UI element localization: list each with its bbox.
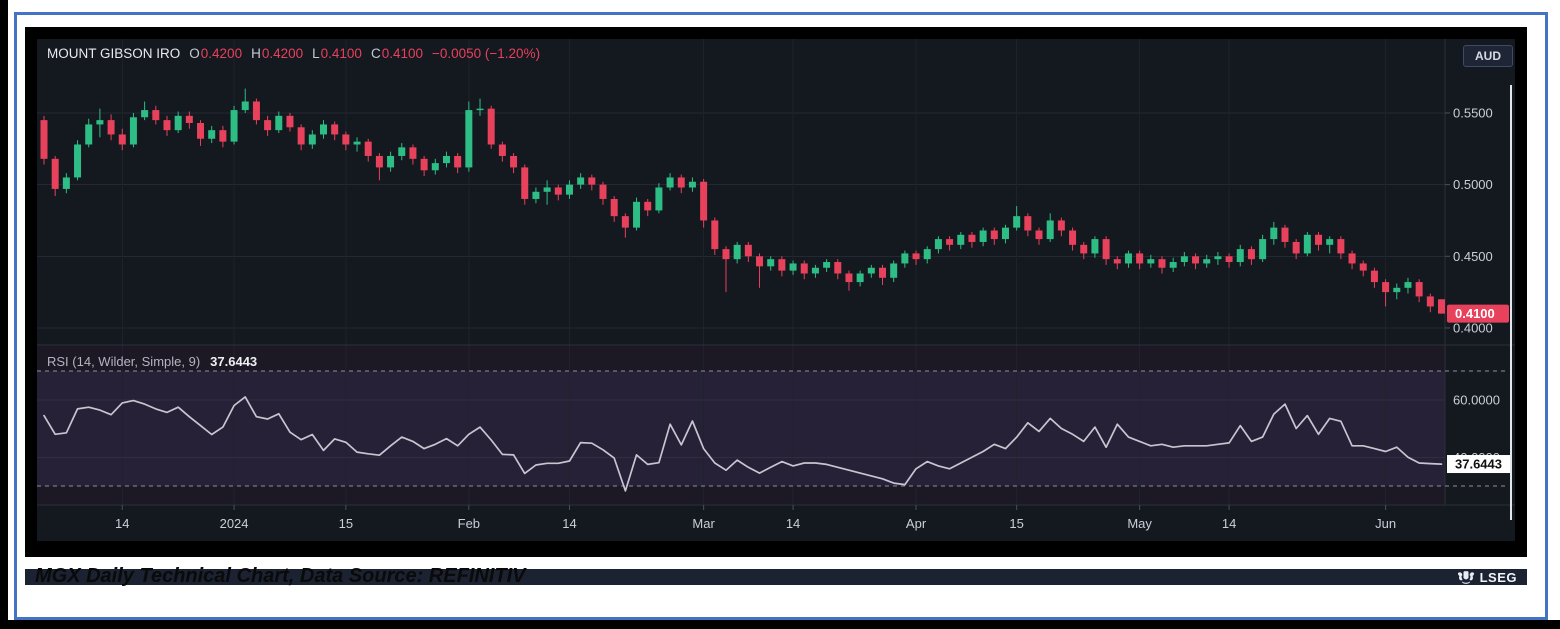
- svg-text:Feb: Feb: [458, 516, 480, 531]
- svg-text:14: 14: [115, 516, 129, 531]
- lseg-brand-text: LSEG: [1479, 569, 1517, 585]
- rsi-indicator-name: RSI (14, Wilder, Simple, 9): [47, 354, 201, 369]
- svg-text:2024: 2024: [220, 516, 249, 531]
- close-label: C: [370, 46, 381, 61]
- close-readout: C 0.4100: [371, 46, 423, 61]
- chart-black-frame: MOUNT GIBSON IRO O 0.4200 H 0.4200 L 0.4100…: [25, 27, 1527, 585]
- currency-badge[interactable]: AUD: [1463, 45, 1513, 67]
- svg-text:0.4100: 0.4100: [1455, 306, 1495, 321]
- high-readout: H 0.4200: [251, 46, 303, 61]
- left-black-edge: [0, 0, 8, 629]
- chart-caption: MGX Daily Technical Chart, Data Source: …: [35, 565, 526, 587]
- rsi-line: [43, 396, 1443, 492]
- svg-text:15: 15: [339, 516, 353, 531]
- svg-text:15: 15: [1009, 516, 1023, 531]
- low-readout: L 0.4100: [312, 46, 362, 61]
- svg-text:0.5000: 0.5000: [1453, 177, 1493, 192]
- svg-text:May: May: [1127, 516, 1152, 531]
- bottom-black-edge: [0, 620, 1560, 629]
- open-readout: O 0.4200: [189, 46, 242, 61]
- last-price-badge: 0.4100: [1447, 304, 1509, 323]
- svg-text:Mar: Mar: [692, 516, 715, 531]
- change-readout: −0.0050 (−1.20%): [431, 46, 541, 61]
- instrument-title: MOUNT GIBSON IRO: [47, 46, 181, 61]
- rsi-indicator-legend: RSI (14, Wilder, Simple, 9) 37.6443: [47, 354, 257, 369]
- svg-text:0.5500: 0.5500: [1453, 105, 1493, 120]
- svg-text:Jun: Jun: [1375, 516, 1396, 531]
- close-value: 0.4100: [381, 46, 423, 61]
- lseg-footer-bar: LSEG: [25, 569, 1527, 585]
- lseg-crest-icon: [1457, 570, 1474, 584]
- svg-text:37.6443: 37.6443: [1455, 457, 1502, 472]
- candles-layer: [40, 88, 1445, 314]
- svg-text:14: 14: [1222, 516, 1236, 531]
- open-label: O: [189, 46, 200, 61]
- rsi-indicator-value: 37.6443: [210, 354, 258, 369]
- rsi-band-lines: [37, 370, 1509, 487]
- svg-text:0.4500: 0.4500: [1453, 249, 1493, 264]
- instrument-legend: MOUNT GIBSON IRO O 0.4200 H 0.4200 L 0.4100…: [47, 46, 540, 61]
- svg-text:14: 14: [786, 516, 800, 531]
- low-label: L: [312, 46, 320, 61]
- high-label: H: [251, 46, 261, 61]
- high-value: 0.4200: [261, 46, 304, 61]
- svg-text:0.4000: 0.4000: [1453, 320, 1493, 335]
- rsi-value-badge: 37.6443: [1447, 455, 1511, 474]
- chart-panel: MOUNT GIBSON IRO O 0.4200 H 0.4200 L 0.4100…: [37, 39, 1515, 541]
- low-value: 0.4100: [320, 46, 362, 61]
- open-value: 0.4200: [200, 46, 243, 61]
- chart-canvas[interactable]: 0.55000.50000.45000.400060.000040.00000.…: [37, 39, 1515, 541]
- svg-text:14: 14: [562, 516, 576, 531]
- outer-blue-border: MOUNT GIBSON IRO O 0.4200 H 0.4200 L 0.4100…: [14, 12, 1548, 620]
- svg-text:60.0000: 60.0000: [1453, 392, 1500, 407]
- svg-text:Apr: Apr: [906, 516, 927, 531]
- time-axis[interactable]: 14 2024 15 Feb 14 Mar 14 Apr 15 May 14 Jun: [115, 505, 1396, 531]
